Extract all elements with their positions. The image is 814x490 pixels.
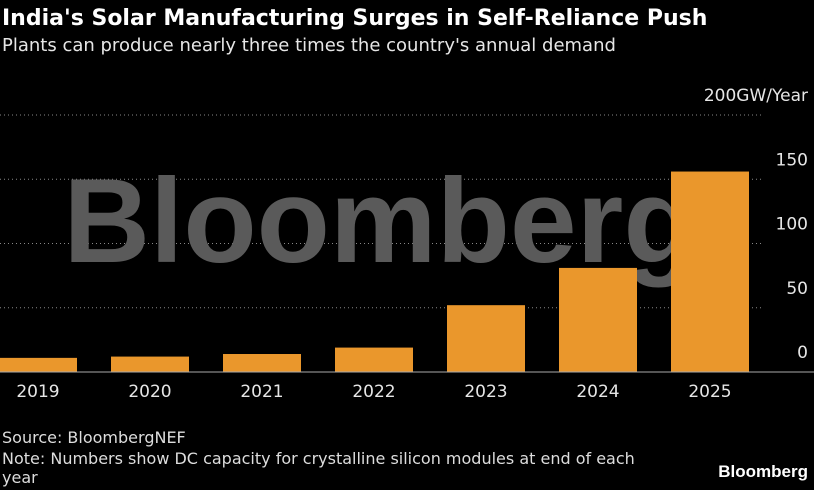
x-tick-label: 2022 [352,382,395,402]
note: Note: Numbers show DC capacity for cryst… [2,449,635,487]
logo: Bloomberg [718,462,808,481]
chart-subtitle: Plants can produce nearly three times th… [2,35,616,56]
source: Source: BloombergNEF [2,428,186,447]
x-tick-label: 2021 [240,382,283,402]
x-tick-label: 2019 [16,382,59,402]
y-tick-label: 50 [786,279,808,299]
bar [0,357,77,372]
bar [111,356,189,372]
bar [447,305,525,372]
watermark: Bloomberg [63,154,696,288]
x-tick-label: 2024 [576,382,619,402]
y-tick-label: 150 [776,150,808,170]
x-tick-label: 2020 [128,382,171,402]
x-tick-label: 2023 [464,382,507,402]
x-tick-label: 2025 [688,382,731,402]
y-tick-label: 0 [797,343,808,363]
chart-title: India's Solar Manufacturing Surges in Se… [2,6,707,31]
y-tick-label: 200GW/Year [704,86,808,106]
bar [671,171,749,372]
y-tick-label: 100 [776,215,808,235]
bar [223,354,301,372]
bar [335,347,413,372]
bar [559,267,637,372]
